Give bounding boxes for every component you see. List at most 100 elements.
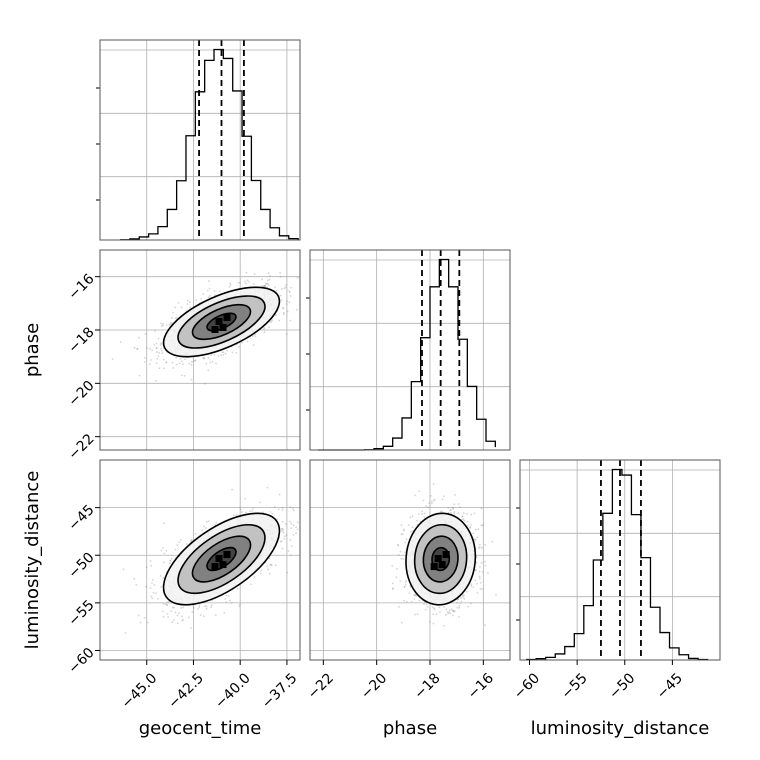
scatter-point: [469, 526, 472, 529]
scatter-point: [236, 587, 239, 590]
scatter-point: [166, 603, 168, 606]
histogram-phase: [318, 258, 496, 451]
scatter-point: [244, 511, 247, 514]
scatter-point: [259, 501, 261, 504]
scatter-point: [430, 500, 433, 503]
density-core: [219, 324, 227, 331]
scatter-point: [157, 337, 160, 340]
scatter-point: [154, 379, 157, 382]
scatter-point: [423, 603, 425, 606]
scatter-point: [162, 602, 165, 605]
joint-panel-geocent_time-luminosity_distance: [99, 459, 304, 661]
scatter-point: [399, 550, 402, 553]
scatter-point: [289, 291, 291, 293]
scatter-point: [179, 538, 182, 541]
scatter-point: [264, 282, 267, 285]
scatter-point: [478, 570, 481, 573]
scatter-point: [223, 611, 226, 614]
scatter-point: [400, 557, 403, 560]
scatter-point: [479, 587, 482, 590]
scatter-point: [231, 488, 233, 491]
scatter-point: [138, 374, 141, 377]
scatter-point: [198, 604, 201, 607]
scatter-point: [282, 531, 285, 534]
scatter-point: [162, 322, 164, 325]
scatter-point: [466, 512, 468, 515]
scatter-point: [225, 594, 228, 597]
scatter-point: [269, 563, 272, 566]
scatter-point: [289, 554, 292, 557]
scatter-point: [449, 509, 451, 512]
scatter-point: [149, 559, 152, 562]
scatter-point: [149, 587, 152, 590]
scatter-point: [192, 360, 195, 363]
scatter-point: [409, 516, 412, 519]
scatter-point: [410, 600, 413, 603]
scatter-point: [179, 357, 182, 360]
scatter-point: [283, 538, 286, 540]
scatter-point: [174, 306, 177, 309]
scatter-point: [274, 564, 277, 567]
scatter-point: [281, 520, 284, 523]
scatter-point: [207, 520, 210, 523]
scatter-point: [166, 612, 169, 615]
scatter-point: [190, 539, 192, 542]
scatter-point: [449, 612, 452, 615]
scatter-point: [271, 319, 273, 321]
scatter-point: [409, 586, 412, 588]
scatter-point: [452, 506, 454, 509]
scatter-point: [302, 537, 304, 539]
scatter-point: [281, 530, 283, 532]
scatter-point: [190, 361, 193, 363]
scatter-point: [484, 564, 487, 567]
scatter-point: [267, 284, 270, 287]
scatter-point: [295, 526, 298, 529]
scatter-point: [295, 532, 297, 535]
histogram-luminosity_distance: [526, 468, 709, 661]
scatter-point: [252, 282, 255, 285]
scatter-point: [211, 360, 214, 363]
scatter-point: [399, 580, 402, 582]
scatter-point: [270, 564, 273, 566]
scatter-point: [155, 342, 158, 345]
scatter-point: [162, 561, 165, 564]
scatter-point: [186, 299, 189, 302]
scatter-point: [194, 359, 197, 362]
scatter-point: [244, 280, 246, 283]
scatter-point: [201, 529, 203, 532]
scatter-point: [225, 601, 228, 603]
scatter-point: [205, 527, 207, 529]
scatter-point: [207, 296, 210, 299]
scatter-point: [416, 613, 419, 615]
scatter-point: [461, 515, 464, 518]
scatter-point: [138, 336, 140, 339]
scatter-point: [280, 299, 283, 302]
scatter-point: [162, 358, 165, 361]
panel-content: [100, 460, 304, 660]
scatter-point: [432, 483, 435, 485]
scatter-point: [213, 353, 216, 356]
scatter-point: [152, 591, 155, 594]
scatter-point: [250, 583, 253, 586]
scatter-point: [396, 568, 399, 570]
scatter-point: [404, 581, 407, 584]
scatter-point: [228, 285, 231, 288]
scatter-point: [452, 614, 454, 617]
scatter-point: [441, 498, 444, 501]
scatter-point: [486, 572, 489, 575]
scatter-point: [162, 324, 165, 327]
scatter-point: [238, 605, 241, 608]
scatter-point: [491, 540, 494, 543]
scatter-point: [425, 603, 428, 606]
scatter-point: [432, 622, 435, 625]
scatter-point: [481, 570, 484, 573]
scatter-point: [267, 272, 270, 275]
scatter-point: [476, 582, 479, 585]
scatter-point: [400, 524, 403, 527]
scatter-point: [396, 543, 399, 546]
scatter-point: [200, 298, 203, 300]
scatter-point: [484, 624, 486, 627]
scatter-point: [159, 344, 162, 346]
scatter-point: [229, 282, 232, 285]
scatter-point: [156, 357, 159, 360]
